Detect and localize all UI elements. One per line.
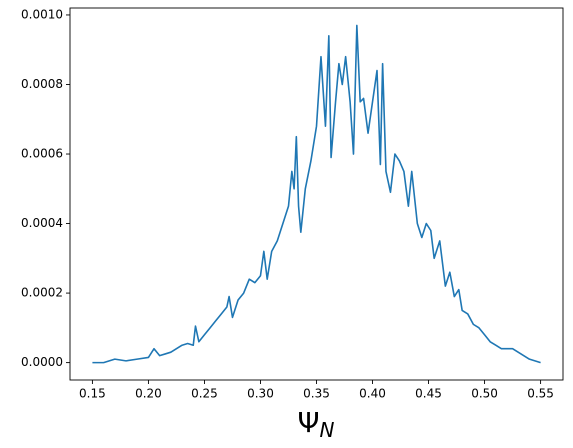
y-tick-label: 0.0000 [21, 355, 63, 369]
plot-frame [69, 7, 564, 381]
x-tick-label: 0.15 [79, 387, 106, 401]
x-label-subscript: N [320, 418, 335, 442]
x-tick-label: 0.20 [135, 387, 162, 401]
y-tick-label: 0.0006 [21, 147, 63, 161]
y-tick-label: 0.0010 [21, 7, 63, 21]
x-tick-label: 0.45 [415, 387, 442, 401]
x-tick-label: 0.50 [471, 387, 498, 401]
y-tick-label: 0.0004 [21, 216, 63, 230]
x-tick-label: 0.40 [359, 387, 386, 401]
x-tick-label: 0.30 [247, 387, 274, 401]
x-axis-label: ΨN [297, 406, 334, 442]
x-tick-label: 0.35 [303, 387, 330, 401]
x-tick-label: 0.25 [191, 387, 218, 401]
x-tick-label: 0.55 [527, 387, 554, 401]
data-line [92, 24, 541, 364]
y-tick-label: 0.0008 [21, 77, 63, 91]
x-label-symbol: Ψ [297, 406, 319, 439]
y-tick-label: 0.0002 [21, 286, 63, 300]
